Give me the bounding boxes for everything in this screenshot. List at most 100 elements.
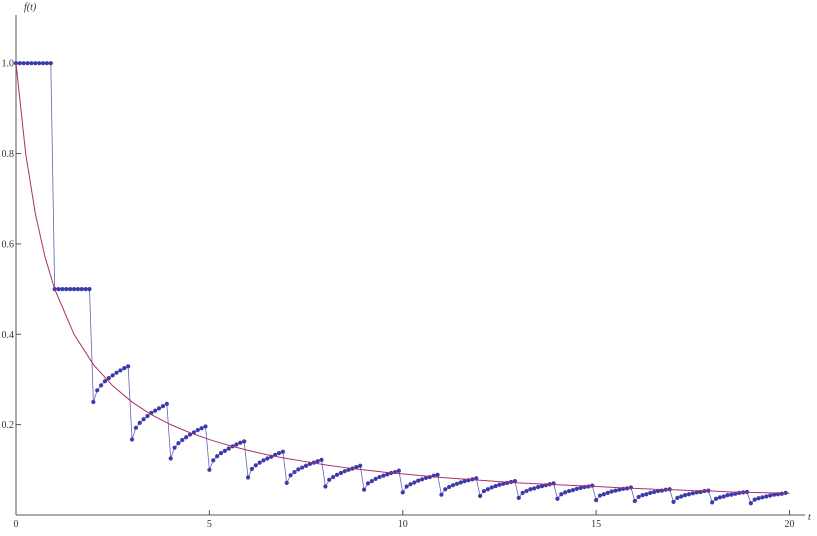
data-point xyxy=(752,497,757,502)
data-point xyxy=(17,61,22,66)
data-point xyxy=(338,470,343,476)
data-point xyxy=(628,485,634,490)
data-point xyxy=(215,454,220,459)
data-point xyxy=(416,478,421,483)
data-point xyxy=(172,445,177,450)
data-point xyxy=(203,424,208,429)
data-point xyxy=(288,473,293,478)
data-point xyxy=(520,490,525,495)
data-point xyxy=(396,468,401,473)
data-point xyxy=(737,490,742,495)
data-point xyxy=(48,61,53,66)
data-point xyxy=(346,467,351,472)
data-point xyxy=(118,368,123,373)
data-point xyxy=(694,490,699,495)
data-point xyxy=(323,484,328,489)
data-point xyxy=(207,467,212,472)
data-point xyxy=(435,472,440,477)
data-point xyxy=(37,61,42,66)
data-point xyxy=(555,496,560,501)
data-point xyxy=(710,500,715,505)
data-point xyxy=(768,493,773,498)
data-point xyxy=(729,492,734,497)
data-point xyxy=(303,463,309,468)
data-point xyxy=(597,493,603,498)
data-point xyxy=(675,495,680,500)
data-point xyxy=(40,61,46,66)
data-point xyxy=(71,286,77,292)
data-point xyxy=(454,481,460,486)
data-point xyxy=(211,458,216,463)
data-point xyxy=(157,406,162,411)
data-point xyxy=(87,286,92,292)
data-point xyxy=(671,499,676,504)
data-point xyxy=(354,465,359,470)
data-point xyxy=(481,488,487,494)
data-point xyxy=(686,492,692,497)
data-point xyxy=(126,364,131,369)
data-point xyxy=(420,477,425,482)
data-point xyxy=(717,495,723,500)
data-point xyxy=(292,469,297,475)
data-point xyxy=(114,370,119,375)
data-point xyxy=(559,492,564,497)
data-point xyxy=(381,473,386,478)
data-point xyxy=(153,408,158,413)
data-point xyxy=(466,478,471,483)
data-point xyxy=(257,460,262,465)
data-point xyxy=(516,495,521,500)
data-point xyxy=(385,472,390,477)
data-point xyxy=(284,480,289,486)
y-tick-label: 0.4 xyxy=(2,330,15,341)
data-point xyxy=(133,425,138,430)
data-point xyxy=(145,413,150,419)
data-point xyxy=(679,494,684,499)
data-point xyxy=(423,475,429,481)
x-tick-label: 0 xyxy=(14,519,19,530)
data-point xyxy=(160,404,166,409)
data-point xyxy=(713,496,719,501)
data-point xyxy=(253,463,258,468)
data-point xyxy=(83,286,88,292)
data-point xyxy=(760,495,765,500)
data-point xyxy=(447,484,452,490)
data-point xyxy=(563,490,568,495)
data-point xyxy=(539,483,545,489)
data-point xyxy=(779,491,784,496)
data-point xyxy=(721,494,726,499)
data-point xyxy=(261,458,266,463)
y-tick-label: 0.8 xyxy=(2,149,15,160)
data-point xyxy=(180,437,185,443)
data-point xyxy=(443,487,448,492)
data-point xyxy=(574,486,579,491)
data-point xyxy=(331,474,336,480)
data-point xyxy=(29,61,34,66)
data-point xyxy=(613,488,618,493)
data-point xyxy=(44,61,50,66)
data-point xyxy=(168,456,173,461)
data-point xyxy=(137,420,142,425)
data-point xyxy=(234,442,239,447)
data-point xyxy=(655,488,661,494)
data-point xyxy=(25,61,30,66)
data-point xyxy=(733,491,738,496)
data-point xyxy=(21,61,26,66)
x-tick-label: 20 xyxy=(785,519,795,530)
data-point xyxy=(404,484,409,489)
data-point xyxy=(497,482,502,487)
data-point xyxy=(242,439,247,444)
data-point xyxy=(91,399,96,405)
data-point xyxy=(648,490,653,495)
data-point xyxy=(756,496,761,501)
data-point xyxy=(439,492,444,497)
data-point xyxy=(110,373,115,378)
data-point xyxy=(683,493,688,498)
data-point xyxy=(458,480,463,485)
data-point xyxy=(489,485,494,490)
data-point xyxy=(373,476,378,481)
data-point xyxy=(652,489,657,495)
data-point xyxy=(536,484,541,490)
data-point xyxy=(493,483,498,489)
data-point xyxy=(122,366,127,371)
